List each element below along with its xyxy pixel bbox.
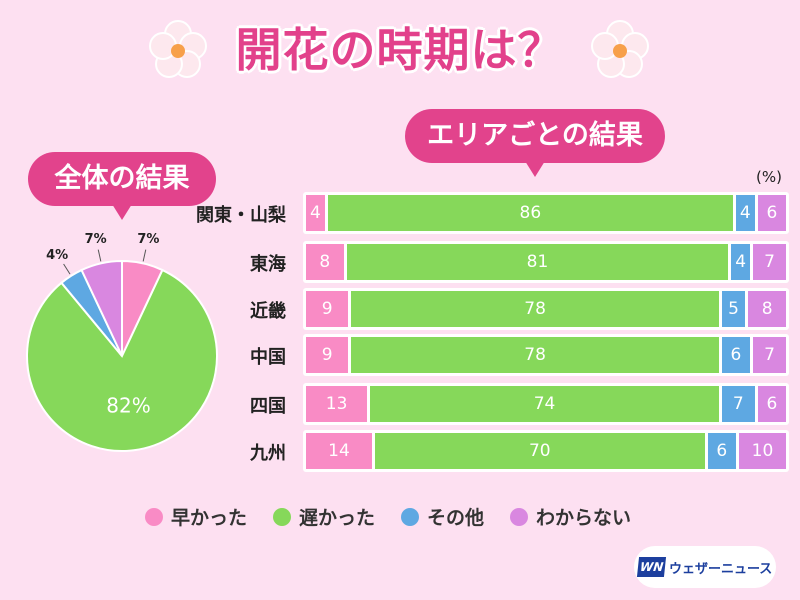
pie-label: 7%	[85, 232, 107, 247]
bar-segment: 5	[721, 291, 746, 327]
pie-slice-1	[26, 268, 218, 452]
bar-row: 9 78 6 7	[303, 334, 789, 376]
legend-label: 早かった	[171, 507, 248, 529]
bar-segment: 4	[731, 244, 751, 280]
pie-label: 7%	[137, 232, 159, 247]
bar-segment: 4	[306, 195, 325, 231]
bar-segment: 81	[346, 244, 729, 280]
bar-segment: 7	[753, 337, 786, 373]
legend-label: わからない	[536, 507, 632, 529]
bar-segment: 6	[721, 337, 751, 373]
bar-segment: 6	[757, 386, 787, 422]
category-label: 近畿	[250, 301, 286, 322]
bar-segment: 7	[721, 386, 755, 422]
bar-row: 9 78 5 8	[303, 288, 789, 330]
bar-row: 13 74 7 6	[303, 383, 789, 425]
leader-line	[142, 249, 147, 262]
legend-label: その他	[427, 507, 485, 529]
pie-slice-3	[80, 259, 123, 357]
other-swatch	[401, 508, 420, 526]
page-title: 開花の時期は？	[235, 23, 565, 77]
bar-segment: 7	[753, 244, 787, 280]
bar-segment: 14	[306, 433, 372, 469]
early-swatch	[145, 508, 163, 526]
logo-mark: WN	[636, 557, 667, 577]
bar-segment: 10	[738, 433, 786, 469]
category-label: 中国	[250, 347, 286, 368]
category-label: 四国	[250, 396, 286, 417]
bar-segment: 9	[306, 291, 349, 327]
bar-segment: 4	[735, 195, 755, 231]
bar-row: 14 70 6 10	[303, 430, 789, 472]
cherry-blossom-icon	[591, 20, 649, 78]
bar-segment: 6	[707, 433, 736, 469]
pie-label: 4%	[46, 248, 68, 263]
leader-line	[97, 249, 102, 262]
pie-chart: 7% 82% 4% 7%	[26, 232, 218, 452]
category-label: 東海	[250, 254, 286, 275]
bar-segment: 13	[306, 386, 368, 422]
legend-other: その他	[401, 503, 484, 530]
legend-early: 早かった	[145, 503, 247, 530]
bar-segment: 9	[306, 337, 349, 373]
bar-segment: 86	[327, 195, 733, 231]
bar-segment: 8	[306, 244, 344, 280]
category-label: 九州	[250, 443, 286, 464]
category-label: 関東・山梨	[196, 205, 286, 226]
logo-text: ウェザーニュース	[668, 561, 773, 577]
unit-label: (%)	[756, 168, 782, 186]
legend-label: 遅かった	[299, 507, 376, 529]
late-swatch	[273, 508, 292, 526]
bar-segment: 6	[757, 195, 787, 231]
pie-label: 82%	[106, 394, 150, 418]
bar-segment: 74	[370, 386, 719, 422]
unknown-swatch	[510, 508, 529, 526]
legend-unknown: わからない	[510, 503, 631, 530]
cherry-blossom-icon	[149, 20, 207, 78]
overall-label: 全体の結果	[28, 152, 216, 220]
bar-segment: 70	[374, 433, 705, 469]
legend-late: 遅かった	[273, 503, 375, 530]
bar-segment: 78	[351, 337, 719, 373]
weathernews-logo: WN ウェザーニュース	[634, 546, 776, 588]
leader-line	[63, 263, 71, 275]
bar-segment: 78	[351, 291, 719, 327]
bar-row: 4 86 4 6	[303, 192, 789, 234]
bar-row: 8 81 4 7	[303, 241, 789, 283]
legend: 早かった 遅かった その他 わからない	[145, 503, 631, 530]
bar-segment: 8	[748, 291, 786, 327]
area-label: エリアごとの結果	[405, 109, 665, 177]
